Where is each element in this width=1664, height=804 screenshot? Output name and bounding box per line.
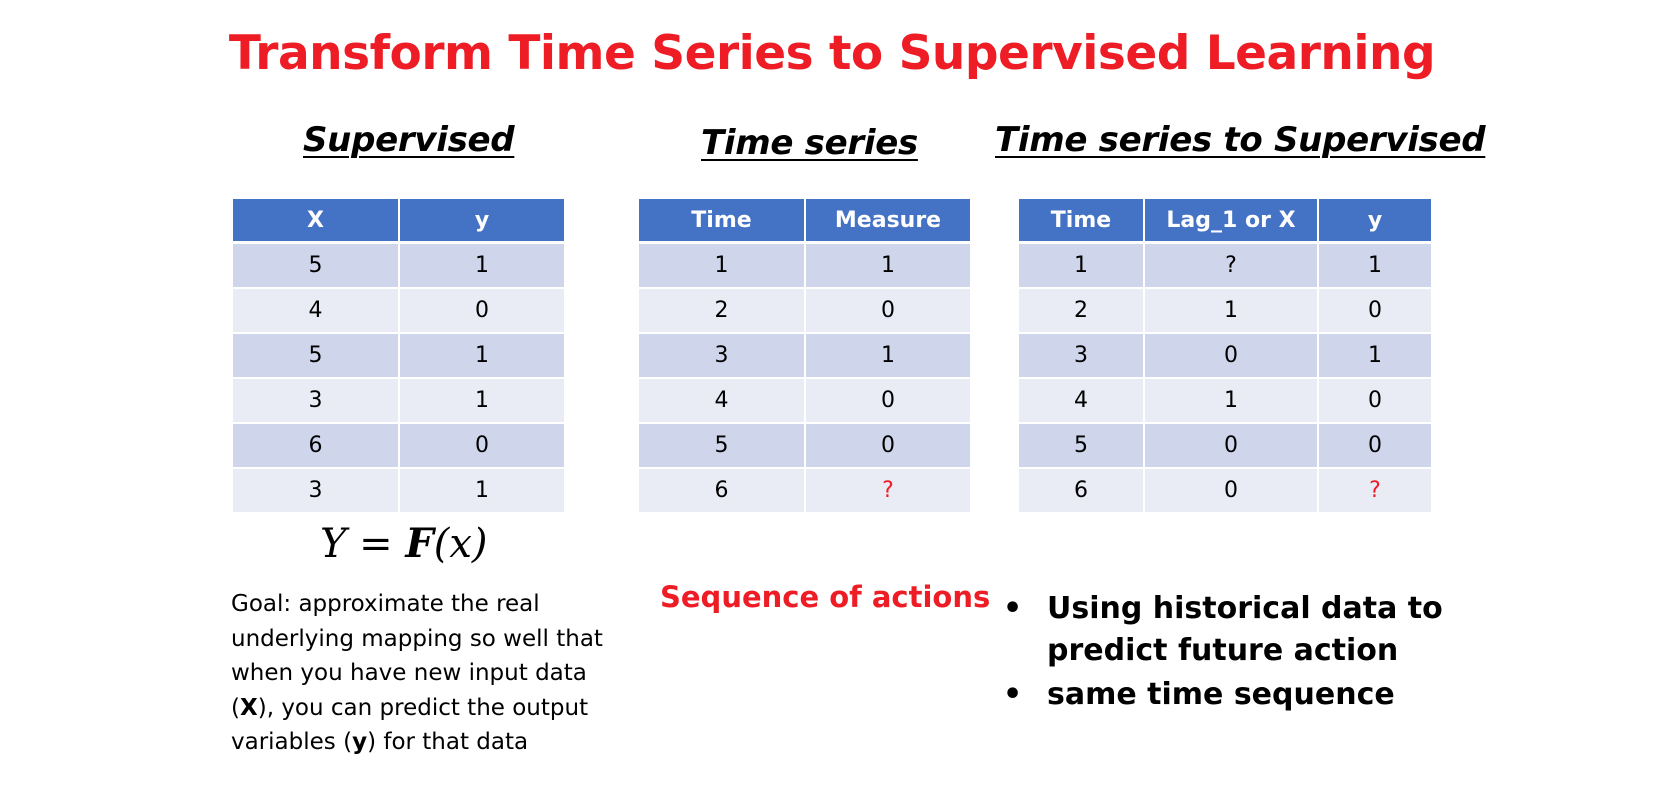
- column-header: y: [1318, 199, 1431, 243]
- table-cell: 0: [1318, 423, 1431, 468]
- table-row: 4 0: [233, 288, 564, 333]
- goal-text: Goal: approximate the real underlying ma…: [231, 587, 621, 760]
- bullet-item: • same time sequence: [1003, 674, 1523, 716]
- table-row: 6 0: [233, 423, 564, 468]
- table-cell: 0: [805, 288, 970, 333]
- column-header: Measure: [805, 199, 970, 243]
- formula-equals: =: [346, 521, 405, 567]
- table-row: 3 1: [639, 333, 970, 378]
- table-cell: 5: [639, 423, 805, 468]
- table-cell: 4: [639, 378, 805, 423]
- bullet-icon: •: [1003, 674, 1022, 716]
- table-cell: 3: [639, 333, 805, 378]
- table-row: 3 0 1: [1019, 333, 1431, 378]
- formula-function: F: [405, 520, 433, 567]
- formula-lhs: Y: [320, 521, 346, 567]
- bullet-text: Using historical data to predict future …: [1047, 591, 1443, 668]
- slide-title: Transform Time Series to Supervised Lear…: [0, 26, 1664, 81]
- bullet-list: • Using historical data to predict future…: [1003, 588, 1523, 718]
- table-row: 2 1 0: [1019, 288, 1431, 333]
- table-cell: 1: [399, 378, 564, 423]
- table-cell: 1: [1318, 243, 1431, 289]
- table-cell: 0: [399, 423, 564, 468]
- table-row: 5 0: [639, 423, 970, 468]
- bullet-item: • Using historical data to predict future…: [1003, 588, 1523, 672]
- table-cell: 5: [1019, 423, 1144, 468]
- table-cell: 6: [233, 423, 399, 468]
- table-cell: 2: [639, 288, 805, 333]
- table-row: 3 1: [233, 468, 564, 513]
- table-cell: 1: [399, 333, 564, 378]
- table-row: 3 1: [233, 378, 564, 423]
- table-cell: 0: [1144, 423, 1318, 468]
- table-header-row: Time Lag_1 or X y: [1019, 199, 1431, 243]
- table-cell: 5: [233, 333, 399, 378]
- unknown-value-cell: ?: [1318, 468, 1431, 513]
- table-cell: 3: [1019, 333, 1144, 378]
- goal-text-bold-x: X: [240, 695, 258, 721]
- table-cell: ?: [1144, 243, 1318, 289]
- column-header: X: [233, 199, 399, 243]
- table-cell: 1: [399, 243, 564, 289]
- table-cell: 0: [1318, 378, 1431, 423]
- table-cell: 6: [1019, 468, 1144, 513]
- table-row: 6 0 ?: [1019, 468, 1431, 513]
- table-cell: 4: [233, 288, 399, 333]
- formula: Y = F(x): [320, 520, 488, 567]
- timeseries-table: Time Measure 1 1 2 0 3 1 4 0 5 0 6 ?: [639, 199, 970, 514]
- table-row: 6 ?: [639, 468, 970, 513]
- table-cell: 0: [805, 423, 970, 468]
- goal-text-part: ) for that data: [367, 729, 528, 755]
- table-row: 4 1 0: [1019, 378, 1431, 423]
- table-cell: 0: [1144, 468, 1318, 513]
- table-cell: 5: [233, 243, 399, 289]
- bullet-icon: •: [1003, 588, 1022, 630]
- table-cell: 3: [233, 378, 399, 423]
- goal-text-bold-y: y: [352, 729, 367, 755]
- table-row: 5 1: [233, 243, 564, 289]
- table-cell: 4: [1019, 378, 1144, 423]
- ts-to-supervised-heading: Time series to Supervised: [995, 120, 1485, 160]
- table-cell: 2: [1019, 288, 1144, 333]
- table-row: 1 ? 1: [1019, 243, 1431, 289]
- table-cell: 1: [1144, 378, 1318, 423]
- table-header-row: Time Measure: [639, 199, 970, 243]
- table-row: 1 1: [639, 243, 970, 289]
- bullet-text: same time sequence: [1047, 677, 1395, 712]
- supervised-table: X y 5 1 4 0 5 1 3 1 6 0 3 1: [233, 199, 564, 514]
- column-header: y: [399, 199, 564, 243]
- table-cell: 1: [805, 243, 970, 289]
- table-cell: 6: [639, 468, 805, 513]
- table-cell: 1: [1318, 333, 1431, 378]
- table-header-row: X y: [233, 199, 564, 243]
- sequence-caption: Sequence of actions: [660, 580, 990, 614]
- table-row: 5 1: [233, 333, 564, 378]
- table-cell: 1: [1019, 243, 1144, 289]
- table-cell: 0: [399, 288, 564, 333]
- table-cell: 0: [1144, 333, 1318, 378]
- table-cell: 1: [805, 333, 970, 378]
- table-row: 4 0: [639, 378, 970, 423]
- table-row: 2 0: [639, 288, 970, 333]
- timeseries-heading: Time series: [701, 123, 918, 163]
- ts-to-supervised-table: Time Lag_1 or X y 1 ? 1 2 1 0 3 0 1 4 1 …: [1019, 199, 1431, 514]
- formula-argument: (x): [434, 521, 488, 567]
- table-cell: 1: [1144, 288, 1318, 333]
- table-cell: 1: [639, 243, 805, 289]
- table-cell: 0: [805, 378, 970, 423]
- table-row: 5 0 0: [1019, 423, 1431, 468]
- table-cell: 3: [233, 468, 399, 513]
- table-cell: 0: [1318, 288, 1431, 333]
- table-cell: 1: [399, 468, 564, 513]
- column-header: Lag_1 or X: [1144, 199, 1318, 243]
- supervised-heading: Supervised: [303, 120, 514, 160]
- unknown-value-cell: ?: [805, 468, 970, 513]
- column-header: Time: [1019, 199, 1144, 243]
- column-header: Time: [639, 199, 805, 243]
